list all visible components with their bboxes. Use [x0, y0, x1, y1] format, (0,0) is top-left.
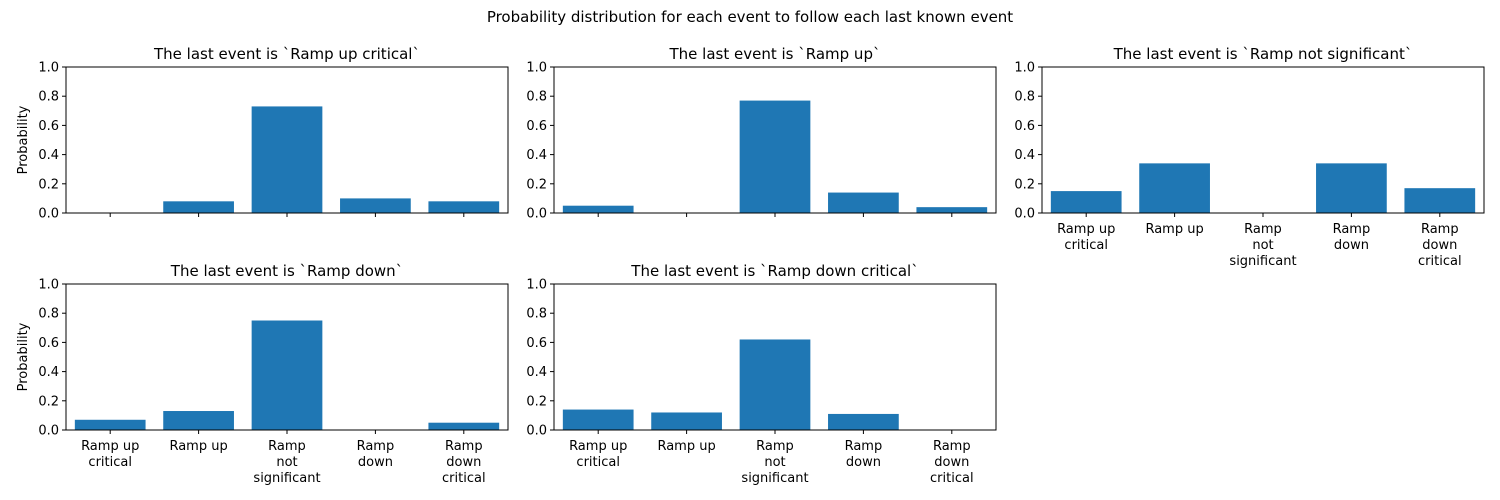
x-tick-label: Ramp [1244, 222, 1282, 237]
panel-title: The last event is `Ramp down critical` [630, 262, 918, 280]
x-tick-label: down [358, 455, 393, 470]
x-tick-label: down [1334, 238, 1369, 253]
x-tick-label: down [446, 455, 481, 470]
x-tick-label: Ramp [357, 439, 395, 454]
bar-3 [739, 339, 811, 430]
x-tick-label: critical [1418, 254, 1462, 269]
x-tick-label: down [934, 455, 969, 470]
x-tick-label: down [846, 455, 881, 470]
bar-2 [1139, 163, 1210, 213]
y-tick-label: 0.4 [526, 148, 547, 163]
bar-3 [251, 320, 323, 430]
chart-panel-2: The last event is `Ramp up` 0.0 0.2 0.4 0.6 0… [526, 45, 997, 222]
x-tick-label: significant [253, 471, 320, 486]
y-tick-label: 0.6 [526, 119, 547, 134]
y-tick-label: 0.0 [38, 207, 59, 222]
panel-title: The last event is `Ramp up critical` [153, 45, 420, 63]
y-tick-label: 0.6 [38, 336, 59, 351]
x-tick-label: Ramp [1421, 222, 1459, 237]
x-tick-label: not [764, 455, 785, 470]
y-tick-label: 0.2 [38, 177, 59, 192]
bar-4 [1316, 163, 1387, 213]
bar-3 [251, 106, 323, 213]
y-tick-label: 0.2 [526, 394, 547, 409]
x-tick-label: critical [1064, 238, 1108, 253]
x-tick-label: critical [88, 455, 132, 470]
y-tick-label: 0.8 [526, 307, 547, 322]
x-tick-label: critical [930, 471, 974, 486]
y-tick-label: 0.8 [38, 90, 59, 105]
x-tick-label: Ramp up [1057, 222, 1115, 237]
x-tick-label: Ramp [933, 439, 971, 454]
x-tick-label: Ramp [845, 439, 883, 454]
y-tick-label: 0.4 [38, 148, 59, 163]
y-tick-label: 0.0 [526, 424, 547, 439]
y-tick-label: 1.0 [38, 278, 59, 293]
x-tick-label: Ramp up [1145, 222, 1203, 237]
bar-4 [828, 413, 899, 430]
y-tick-label: 0.8 [1014, 90, 1035, 105]
panel-title: The last event is `Ramp up` [669, 45, 881, 63]
x-tick-label: not [1252, 238, 1273, 253]
bar-4 [828, 192, 899, 213]
chart-panel-1: The last event is `Ramp up critical` 0.0 0… [16, 45, 509, 222]
y-tick-label: 0.2 [1014, 177, 1035, 192]
figure-title: Probability distribution for each event … [487, 8, 1013, 26]
y-tick-label: 0.0 [526, 207, 547, 222]
bar-5 [428, 422, 500, 430]
y-tick-label: 0.2 [38, 394, 59, 409]
chart-panel-3: The last event is `Ramp not significant`… [1014, 45, 1485, 269]
x-tick-label: critical [576, 455, 620, 470]
y-tick-label: 0.6 [1014, 119, 1035, 134]
x-tick-label: Ramp up [657, 439, 715, 454]
bar-2 [651, 412, 722, 430]
x-tick-label: not [276, 455, 297, 470]
y-axis-label: Probability [16, 322, 31, 391]
x-tick-label: Ramp up [81, 439, 139, 454]
chart-panel-5: The last event is `Ramp down critical` 0.… [526, 262, 997, 486]
x-tick-label: Ramp up [569, 439, 627, 454]
y-tick-label: 0.0 [38, 424, 59, 439]
bar-5 [916, 207, 988, 213]
y-tick-label: 0.6 [38, 119, 59, 134]
y-tick-label: 0.2 [526, 177, 547, 192]
y-tick-label: 1.0 [526, 61, 547, 76]
y-tick-label: 1.0 [1014, 61, 1035, 76]
y-tick-label: 0.8 [38, 307, 59, 322]
bar-2 [163, 201, 234, 213]
panel-title: The last event is `Ramp down` [170, 262, 403, 280]
y-tick-label: 0.4 [38, 365, 59, 380]
bar-1 [562, 409, 634, 430]
chart-panel-4: The last event is `Ramp down` 0.0 0.2 0.4 0.… [16, 262, 509, 486]
y-tick-label: 1.0 [526, 278, 547, 293]
x-tick-label: Ramp [268, 439, 306, 454]
x-tick-label: critical [442, 471, 486, 486]
bar-4 [340, 198, 411, 213]
bar-1 [562, 205, 634, 213]
y-tick-label: 0.4 [526, 365, 547, 380]
x-tick-label: down [1422, 238, 1457, 253]
bar-1 [1050, 191, 1122, 213]
y-tick-label: 0.0 [1014, 207, 1035, 222]
x-tick-label: significant [741, 471, 808, 486]
x-tick-label: Ramp [445, 439, 483, 454]
y-axis-label: Probability [16, 105, 31, 174]
bar-5 [1404, 188, 1476, 213]
y-tick-label: 1.0 [38, 61, 59, 76]
y-tick-label: 0.4 [1014, 148, 1035, 163]
x-tick-label: Ramp up [169, 439, 227, 454]
x-tick-label: Ramp [756, 439, 794, 454]
x-tick-label: Ramp [1333, 222, 1371, 237]
bar-1 [74, 419, 146, 430]
bar-2 [163, 411, 234, 430]
panel-title: The last event is `Ramp not significant` [1113, 45, 1413, 63]
bar-5 [428, 201, 500, 213]
y-tick-label: 0.8 [526, 90, 547, 105]
y-tick-label: 0.6 [526, 336, 547, 351]
x-tick-label: significant [1229, 254, 1296, 269]
bar-3 [739, 100, 811, 213]
